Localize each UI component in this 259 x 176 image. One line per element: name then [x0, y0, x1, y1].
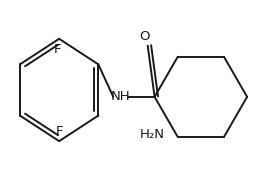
Text: O: O: [140, 30, 150, 43]
Text: NH: NH: [110, 90, 130, 103]
Text: F: F: [55, 125, 63, 138]
Text: H₂N: H₂N: [140, 128, 165, 141]
Text: F: F: [53, 43, 61, 56]
